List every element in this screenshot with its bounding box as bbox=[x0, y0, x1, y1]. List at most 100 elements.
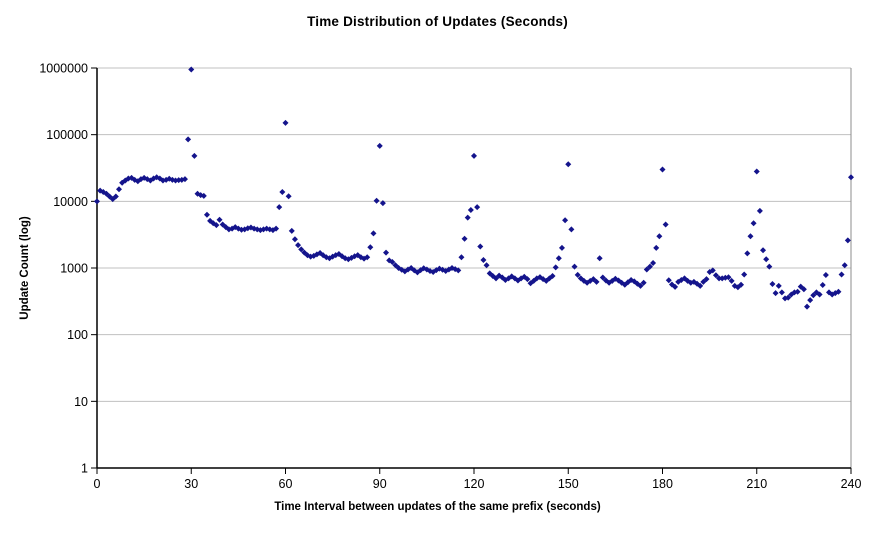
data-point bbox=[455, 267, 462, 274]
data-point bbox=[741, 271, 748, 278]
x-tick-label: 210 bbox=[746, 477, 767, 491]
x-tick-label: 120 bbox=[464, 477, 485, 491]
data-point bbox=[251, 225, 258, 232]
y-tick-label: 1000000 bbox=[39, 62, 88, 76]
y-tick-label: 1 bbox=[81, 462, 88, 476]
data-point bbox=[191, 152, 198, 159]
data-point bbox=[562, 217, 569, 224]
data-point bbox=[835, 288, 842, 295]
x-axis-title: Time Interval between updates of the sam… bbox=[274, 501, 601, 513]
data-point bbox=[775, 282, 782, 289]
data-point bbox=[772, 290, 779, 297]
data-point bbox=[115, 186, 122, 193]
data-point bbox=[653, 244, 660, 251]
data-point bbox=[112, 193, 119, 200]
data-point bbox=[650, 259, 657, 266]
data-point bbox=[659, 166, 666, 173]
data-point bbox=[807, 297, 814, 304]
data-point bbox=[461, 235, 468, 242]
data-point bbox=[185, 136, 192, 143]
data-point bbox=[643, 266, 650, 273]
data-point bbox=[785, 294, 792, 301]
data-point bbox=[747, 233, 754, 240]
data-point bbox=[593, 278, 600, 285]
data-point bbox=[816, 291, 823, 298]
data-point bbox=[188, 66, 195, 73]
data-point bbox=[379, 200, 386, 207]
data-point bbox=[841, 262, 848, 269]
data-point bbox=[568, 226, 575, 233]
data-point bbox=[326, 255, 333, 262]
data-point bbox=[555, 255, 562, 262]
data-point bbox=[662, 221, 669, 228]
data-point bbox=[646, 263, 653, 270]
data-point bbox=[744, 250, 751, 257]
data-point bbox=[282, 119, 289, 126]
data-point bbox=[756, 207, 763, 214]
data-point bbox=[273, 225, 280, 232]
y-tick-label: 100000 bbox=[46, 128, 88, 142]
x-tick-label: 150 bbox=[558, 477, 579, 491]
data-point bbox=[640, 279, 647, 286]
data-point bbox=[571, 263, 578, 270]
data-point bbox=[298, 246, 305, 253]
x-tick-label: 30 bbox=[184, 477, 198, 491]
data-point bbox=[524, 276, 531, 283]
data-point bbox=[848, 174, 854, 181]
x-tick-label: 180 bbox=[652, 477, 673, 491]
data-point bbox=[474, 204, 481, 211]
data-point bbox=[738, 281, 745, 288]
data-point bbox=[819, 282, 826, 289]
chart-title: Time Distribution of Updates (Seconds) bbox=[307, 14, 568, 29]
data-point bbox=[295, 242, 302, 249]
data-point bbox=[769, 281, 776, 288]
data-point bbox=[804, 303, 811, 310]
data-point bbox=[665, 277, 672, 284]
data-point bbox=[800, 286, 807, 293]
data-point bbox=[216, 216, 223, 223]
data-point bbox=[565, 161, 572, 168]
x-tick-label: 0 bbox=[94, 477, 101, 491]
data-point bbox=[288, 227, 295, 234]
y-tick-label: 1000 bbox=[60, 262, 88, 276]
data-point bbox=[361, 255, 368, 262]
y-tick-label: 10 bbox=[74, 395, 88, 409]
data-point bbox=[599, 274, 606, 281]
data-point bbox=[709, 267, 716, 274]
data-point bbox=[458, 254, 465, 261]
data-point bbox=[753, 168, 760, 175]
data-point bbox=[794, 288, 801, 295]
data-point bbox=[373, 197, 380, 204]
data-point bbox=[477, 243, 484, 250]
data-point bbox=[760, 247, 767, 254]
data-point bbox=[480, 256, 487, 263]
data-point bbox=[213, 222, 220, 229]
data-point bbox=[276, 204, 283, 211]
data-point bbox=[838, 271, 845, 278]
data-point bbox=[672, 283, 679, 290]
data-point bbox=[94, 198, 100, 205]
data-point bbox=[389, 259, 396, 266]
data-point bbox=[725, 274, 732, 281]
data-point bbox=[766, 263, 773, 270]
data-point bbox=[728, 277, 735, 284]
data-point bbox=[285, 193, 292, 200]
data-point bbox=[181, 176, 188, 183]
data-point bbox=[329, 253, 336, 260]
data-point bbox=[822, 272, 829, 279]
data-point bbox=[364, 254, 371, 261]
data-point bbox=[367, 244, 374, 251]
data-point bbox=[697, 282, 704, 289]
data-point bbox=[574, 271, 581, 278]
data-point bbox=[656, 233, 663, 240]
data-point bbox=[200, 192, 207, 199]
data-point bbox=[376, 142, 383, 149]
data-point bbox=[552, 264, 559, 271]
data-point bbox=[778, 289, 785, 296]
data-point bbox=[558, 244, 565, 251]
data-point bbox=[471, 152, 477, 159]
data-point bbox=[703, 276, 710, 283]
data-point bbox=[464, 214, 471, 221]
